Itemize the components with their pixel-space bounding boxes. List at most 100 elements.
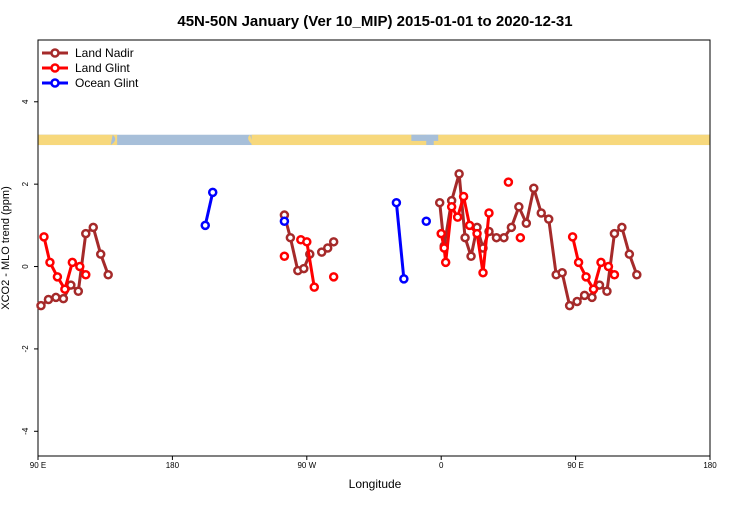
legend-marker: [50, 78, 60, 88]
data-point: [39, 232, 49, 242]
data-point: [302, 237, 312, 247]
data-point: [299, 263, 309, 274]
data-point: [491, 232, 502, 243]
data-point: [73, 286, 84, 296]
x-tick-label: 0: [439, 461, 444, 470]
map-strip-coast: [248, 134, 254, 146]
map-strip-land: [251, 134, 427, 146]
data-point: [499, 232, 509, 243]
data-point: [309, 282, 320, 292]
data-point: [67, 257, 78, 268]
series-layer: [36, 169, 642, 311]
y-tick-label: 2: [21, 181, 30, 186]
data-point: [285, 232, 296, 243]
data-point: [466, 251, 476, 261]
data-point: [279, 251, 290, 261]
data-point: [60, 284, 70, 294]
plot-frame: [37, 39, 711, 457]
data-point: [452, 212, 463, 222]
x-tick-label: 90 E: [567, 461, 583, 470]
series-line: [394, 202, 406, 280]
series-line: [438, 172, 558, 275]
data-point: [514, 202, 524, 212]
y-tick-label: -2: [21, 345, 30, 353]
data-point: [45, 257, 55, 268]
data-point: [316, 247, 327, 257]
legend-marker: [50, 63, 60, 73]
data-point: [434, 197, 445, 208]
data-point: [624, 249, 635, 259]
data-point: [484, 208, 494, 218]
data-point: [529, 183, 539, 194]
data-point: [503, 177, 514, 187]
data-point: [75, 261, 85, 272]
series-land-nadir: [36, 169, 642, 311]
data-point: [632, 270, 642, 280]
data-point: [464, 220, 475, 231]
data-point: [573, 257, 584, 268]
y-tick-label: -4: [21, 427, 30, 435]
data-point: [440, 257, 451, 268]
data-point: [51, 292, 61, 303]
data-point: [328, 272, 339, 282]
data-point: [95, 249, 106, 259]
data-point: [581, 272, 591, 282]
legend-item: Land Nadir: [42, 46, 134, 60]
data-point: [506, 222, 517, 233]
data-point: [58, 293, 69, 304]
data-point: [421, 216, 432, 226]
y-axis: -4 -2 0 2 4: [21, 99, 38, 435]
data-point: [609, 228, 620, 239]
x-tick-label: 90 E: [30, 461, 46, 470]
data-point: [439, 243, 449, 253]
data-point: [596, 257, 606, 268]
data-point: [399, 274, 409, 284]
data-point: [322, 243, 333, 253]
data-point: [460, 232, 470, 243]
map-strip-sea: [411, 134, 439, 141]
data-point: [521, 218, 532, 229]
legend-item: Land Glint: [42, 61, 130, 75]
data-point: [617, 222, 627, 233]
series-ocean-glint: [200, 187, 432, 284]
data-point: [588, 284, 599, 294]
data-point: [103, 270, 113, 280]
data-point: [557, 267, 567, 278]
data-point: [446, 202, 457, 212]
data-point: [279, 216, 290, 226]
data-point: [81, 270, 91, 280]
x-tick-label: 180: [703, 461, 717, 470]
x-axis-label: Longitude: [349, 477, 402, 491]
x-axis: 90 E 180 90 W 0 90 E 180: [30, 456, 717, 470]
data-point: [81, 228, 91, 239]
data-point: [454, 169, 464, 179]
map-strip: [38, 134, 710, 146]
data-point: [536, 208, 547, 218]
y-tick-label: 4: [21, 99, 30, 104]
data-point: [88, 222, 99, 233]
series-land-glint: [39, 177, 620, 294]
legend-label: Ocean Glint: [75, 76, 139, 90]
data-point: [478, 267, 488, 278]
data-point: [391, 197, 402, 208]
data-point: [587, 292, 597, 303]
data-point: [200, 220, 211, 231]
data-point: [207, 187, 218, 198]
data-point: [572, 296, 582, 307]
data-point: [567, 232, 578, 242]
y-tick-label: 0: [21, 264, 30, 269]
data-point: [436, 228, 446, 239]
legend-marker: [50, 48, 60, 58]
data-point: [36, 300, 46, 311]
chart-title: 45N-50N January (Ver 10_MIP) 2015-01-01 …: [177, 13, 572, 30]
series-line: [203, 192, 215, 226]
series-line: [439, 195, 491, 275]
data-point: [609, 270, 620, 280]
data-point: [564, 300, 575, 311]
data-point: [472, 228, 482, 239]
map-strip-land: [433, 134, 710, 146]
map-strip-land: [38, 134, 118, 146]
legend-label: Land Nadir: [75, 46, 134, 60]
